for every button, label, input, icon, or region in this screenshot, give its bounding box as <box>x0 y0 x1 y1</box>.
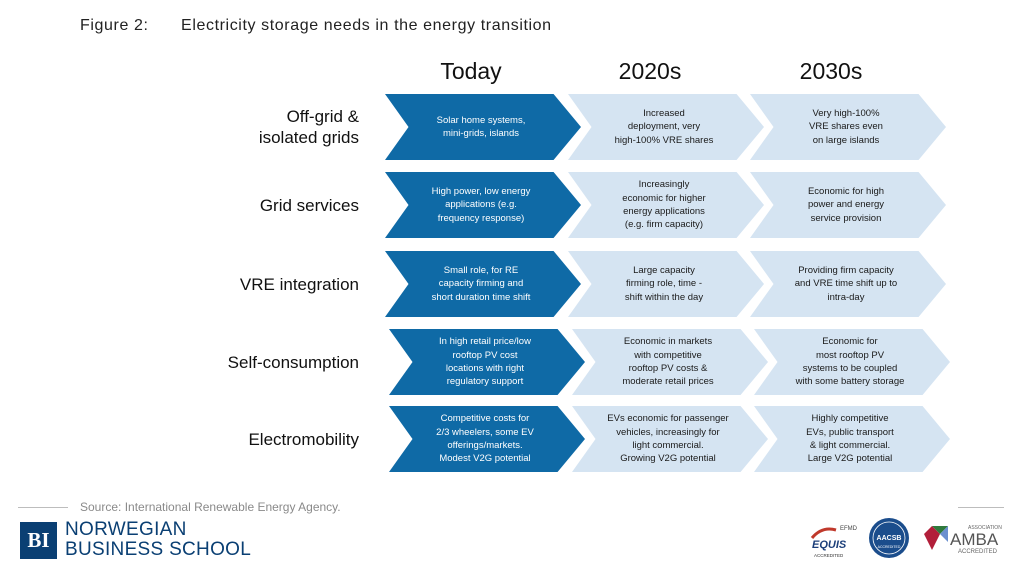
column-header-2: 2030s <box>799 58 863 84</box>
figure-number: Figure 2: <box>80 17 149 34</box>
amba-logo-icon: ASSOCIATION AMBA ACCREDITED <box>924 525 1002 555</box>
row-label-3: Self-consumption <box>227 352 359 372</box>
chevron-text: Economic for most rooftop PV systems to … <box>795 336 905 388</box>
svg-text:AMBA: AMBA <box>950 530 999 549</box>
column-header-1: 2020s <box>618 58 682 84</box>
chevron-cell-r1-c0: High power, low energy applications (e.g… <box>385 172 581 238</box>
chevron-cell-r0-c1: Increased deployment, very high-100% VRE… <box>568 94 764 160</box>
chevron-text: Economic for high power and energy servi… <box>807 185 885 224</box>
chevron-text: Highly competitive EVs, public transport… <box>806 413 894 465</box>
svg-text:ACCREDITED: ACCREDITED <box>814 553 844 558</box>
aacsb-badge: AACSB ACCREDITED <box>867 516 911 560</box>
chevron-text: Economic in markets with competitive roo… <box>622 336 714 388</box>
chevron-text: Increasingly economic for higher energy … <box>622 179 706 231</box>
row-label-4: Electromobility <box>248 429 359 449</box>
chevron-cell-r0-c2: Very high-100% VRE shares even on large … <box>750 94 946 160</box>
chevron-cell-r4-c0: Competitive costs for 2/3 wheelers, some… <box>389 406 585 472</box>
svg-text:AACSB: AACSB <box>877 535 902 542</box>
svg-text:ACCREDITED: ACCREDITED <box>878 545 901 549</box>
chevron-text: Increased deployment, very high-100% VRE… <box>614 107 714 146</box>
chevron-text: Providing firm capacity and VRE time shi… <box>794 264 898 303</box>
figure-title: Figure 2: Electricity storage needs in t… <box>80 17 552 35</box>
source-rule-left <box>18 507 68 508</box>
svg-text:ACCREDITED: ACCREDITED <box>958 549 998 555</box>
bi-logo: BI <box>20 522 57 559</box>
equis-badge: EFMD EQUIS ACCREDITED <box>806 518 862 562</box>
school-name-line1: NORWEGIAN <box>65 519 187 540</box>
school-name: NORWEGIAN BUSINESS SCHOOL <box>65 520 251 560</box>
row-label-0: Off-grid & isolated grids <box>258 107 359 147</box>
chevron-cell-r2-c0: Small role, for RE capacity firming and … <box>385 251 581 317</box>
chevron-text: Large capacity firming role, time - shif… <box>624 264 704 303</box>
chevron-cell-r3-c1: Economic in markets with competitive roo… <box>572 329 768 395</box>
chevron-cell-r2-c1: Large capacity firming role, time - shif… <box>568 251 764 317</box>
chevron-cell-r4-c2: Highly competitive EVs, public transport… <box>754 406 950 472</box>
chevron-text: Solar home systems, mini-grids, islands <box>436 114 526 139</box>
amba-badge: ASSOCIATION AMBA ACCREDITED <box>920 520 1004 560</box>
svg-text:EFMD: EFMD <box>840 526 858 532</box>
source-rule-right <box>958 507 1004 508</box>
equis-logo-icon: EFMD EQUIS ACCREDITED <box>810 526 858 558</box>
chevron-text: Very high-100% VRE shares even on large … <box>809 107 883 146</box>
chevron-text: Small role, for RE capacity firming and … <box>431 264 531 303</box>
row-label-1: Grid services <box>259 195 359 215</box>
school-name-line2: BUSINESS SCHOOL <box>65 539 252 560</box>
chevron-cell-r1-c1: Increasingly economic for higher energy … <box>568 172 764 238</box>
svg-text:EQUIS: EQUIS <box>812 539 847 551</box>
chevron-cell-r3-c2: Economic for most rooftop PV systems to … <box>754 329 950 395</box>
column-header-0: Today <box>440 58 502 84</box>
chevron-cell-r4-c1: EVs economic for passenger vehicles, inc… <box>572 406 768 472</box>
figure-caption: Electricity storage needs in the energy … <box>181 17 552 34</box>
chevron-cell-r0-c0: Solar home systems, mini-grids, islands <box>385 94 581 160</box>
chevron-text: EVs economic for passenger vehicles, inc… <box>607 413 729 465</box>
chevron-cell-r1-c2: Economic for high power and energy servi… <box>750 172 946 238</box>
chevron-text: Competitive costs for 2/3 wheelers, some… <box>436 413 534 465</box>
aacsb-seal-icon: AACSB ACCREDITED <box>869 518 909 558</box>
row-label-2: VRE integration <box>239 274 359 294</box>
svg-text:ASSOCIATION: ASSOCIATION <box>968 525 1002 531</box>
chevron-text: High power, low energy applications (e.g… <box>431 185 531 224</box>
chevron-cell-r3-c0: In high retail price/low rooftop PV cost… <box>389 329 585 395</box>
chevron-cell-r2-c2: Providing firm capacity and VRE time shi… <box>750 251 946 317</box>
source-note: Source: International Renewable Energy A… <box>80 500 341 514</box>
chevron-text: In high retail price/low rooftop PV cost… <box>439 336 531 388</box>
